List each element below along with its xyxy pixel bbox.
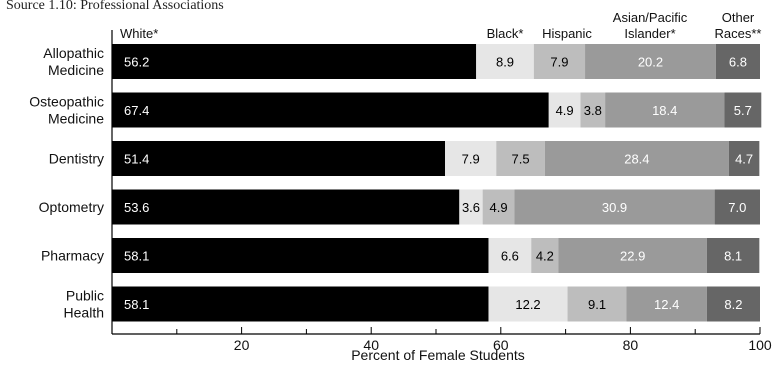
data-label: 58.1: [124, 297, 149, 312]
bar-segment: [558, 238, 707, 273]
legend-label: Races**: [715, 26, 762, 41]
legend-label: Hispanic: [542, 26, 592, 41]
x-axis-title: Percent of Female Students: [351, 347, 525, 363]
bar-segment: [459, 189, 483, 225]
x-tick-label: 20: [234, 337, 250, 353]
category-label: Public: [66, 288, 104, 304]
category-labels: AllopathicMedicineOsteopathicMedicineDen…: [29, 45, 104, 321]
category-label: Allopathic: [43, 45, 104, 61]
category-label: Dentistry: [49, 151, 104, 167]
x-tick-label: 40: [363, 337, 379, 353]
data-label: 8.1: [724, 249, 742, 264]
data-label: 4.9: [489, 200, 507, 215]
legend-label: Black*: [487, 26, 524, 41]
x-axis: 20 40 60 80 100: [111, 30, 772, 353]
bar-segment: [605, 92, 725, 128]
x-tick-label: 80: [623, 337, 639, 353]
data-label: 67.4: [124, 103, 149, 118]
data-label: 28.4: [624, 152, 649, 167]
legend-label: White*: [120, 26, 158, 41]
category-label: Pharmacy: [41, 248, 104, 264]
bar-segment: [580, 92, 606, 128]
data-label: 22.9: [620, 249, 645, 264]
bar-segment: [514, 189, 715, 225]
bar-segment: [531, 238, 559, 273]
data-label: 58.1: [124, 249, 149, 264]
data-label: 6.8: [729, 55, 747, 70]
bar-segment: [724, 92, 762, 128]
bars-group: 56.2 8.9 7.9 20.2 6.8 67.4 4.9 3.8 18.4 5.7 51.4 7.…: [112, 44, 762, 322]
bar-segment: [626, 286, 707, 322]
data-label: 5.7: [734, 103, 752, 118]
bar-segment: [482, 189, 515, 225]
legend-label: Other: [722, 10, 755, 25]
bar-segment: [706, 238, 760, 273]
category-label: Osteopathic: [29, 94, 104, 110]
bar-segment: [548, 92, 581, 128]
data-label: 12.4: [654, 297, 679, 312]
bar-segment: [445, 141, 497, 176]
bar-segment: [112, 44, 477, 79]
bar-segment: [715, 44, 760, 79]
bar-segment: [488, 286, 568, 322]
data-label: 12.2: [515, 297, 540, 312]
data-label: 3.6: [462, 200, 480, 215]
category-label: Optometry: [39, 199, 104, 215]
bar-segment: [488, 238, 532, 273]
data-label: 7.5: [512, 152, 530, 167]
bar-segment: [714, 189, 760, 225]
data-label: 51.4: [124, 152, 149, 167]
data-label: 4.7: [735, 152, 753, 167]
bar-segment: [496, 141, 545, 176]
data-label: 53.6: [124, 200, 149, 215]
source-title-group: Source 1.10: Professional Associations: [6, 0, 224, 13]
bar-segment: [112, 238, 489, 273]
category-label: Health: [64, 305, 104, 321]
data-label: 4.2: [536, 249, 554, 264]
data-label: 3.8: [584, 103, 602, 118]
data-label: 9.1: [588, 297, 606, 312]
bar-segment: [476, 44, 534, 79]
data-label: 30.9: [602, 200, 627, 215]
category-label: Medicine: [48, 111, 104, 127]
legend-label: Islander*: [624, 26, 675, 41]
bar-segment: [544, 141, 729, 176]
bar-segment: [533, 44, 586, 79]
data-label: 8.2: [724, 297, 742, 312]
data-label: 20.2: [638, 55, 663, 70]
legend-label: Asian/Pacific: [613, 10, 688, 25]
x-tick-label: 60: [493, 337, 509, 353]
data-label: 8.9: [496, 55, 514, 70]
bar-segment: [112, 189, 460, 225]
bar-segment: [112, 286, 489, 322]
x-tick-label: 100: [748, 337, 772, 353]
data-label: 7.9: [550, 55, 568, 70]
data-label: 18.4: [652, 103, 677, 118]
bar-segment: [567, 286, 627, 322]
source-title: Source 1.10: Professional Associations: [6, 0, 224, 13]
data-label: 7.9: [462, 152, 480, 167]
bar-segment: [112, 141, 446, 176]
bar-segment: [585, 44, 716, 79]
bar-segment: [728, 141, 760, 176]
legend: White* Black* Hispanic Asian/PacificIslande…: [120, 10, 761, 41]
data-label: 7.0: [728, 200, 746, 215]
data-label: 4.9: [556, 103, 574, 118]
data-label: 56.2: [124, 55, 149, 70]
bar-segment: [706, 286, 760, 322]
bar-segment: [112, 92, 549, 128]
data-label: 6.6: [501, 249, 519, 264]
category-label: Medicine: [48, 62, 104, 78]
